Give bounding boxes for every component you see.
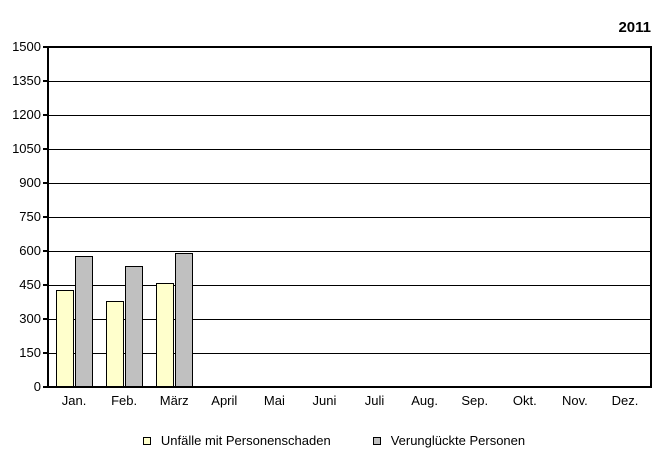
x-axis-label: Nov. (561, 393, 588, 408)
bar-accidents-1 (106, 300, 125, 387)
legend-swatch-accidents-icon (142, 437, 151, 445)
x-axis-label: Mai (263, 393, 285, 408)
y-axis-tick (43, 352, 49, 354)
y-axis-tick (43, 80, 49, 82)
y-axis-tick (43, 318, 49, 320)
gridline (49, 353, 650, 354)
y-axis-label: 450 (19, 277, 41, 292)
y-axis-tick (43, 114, 49, 116)
bar-accidents-2 (156, 282, 175, 387)
y-axis-tick (43, 148, 49, 150)
legend-label-accidents: Unfälle mit Personenschaden (160, 433, 331, 448)
plot-right-border (650, 47, 652, 387)
y-axis-label: 300 (19, 311, 41, 326)
gridline (49, 183, 650, 184)
bar-accidents-0 (56, 289, 74, 387)
y-axis-label: 1500 (12, 39, 41, 54)
y-axis-tick (43, 250, 49, 252)
x-axis-label: Jan. (61, 393, 87, 408)
y-axis-label: 900 (19, 175, 41, 190)
gridline (49, 149, 650, 150)
y-axis-label: 750 (19, 209, 41, 224)
y-axis-label: 0 (33, 379, 41, 394)
bar-persons-0 (75, 255, 93, 387)
y-axis-tick (43, 182, 49, 184)
y-axis-label: 1200 (12, 107, 41, 122)
gridline (49, 217, 650, 218)
y-axis-label: 150 (19, 345, 41, 360)
x-axis-label: März (159, 393, 189, 408)
x-axis-label: Aug. (411, 393, 438, 408)
x-axis-label: April (211, 393, 238, 408)
y-axis-tick (43, 46, 49, 48)
y-axis-tick (43, 284, 49, 286)
y-axis-tick (43, 386, 49, 388)
bar-persons-1 (125, 265, 144, 387)
y-axis-tick (43, 216, 49, 218)
gridline (49, 319, 650, 320)
y-axis-label: 600 (19, 243, 41, 258)
x-axis-label: Okt. (512, 393, 537, 408)
x-axis (47, 386, 652, 388)
year-label: 2011 (618, 19, 651, 36)
legend: Unfälle mit Personenschaden Verunglückte… (0, 432, 668, 450)
x-axis-label: Juni (312, 393, 337, 408)
legend-label-persons: Verunglückte Personen (390, 433, 526, 448)
legend-item-persons: Verunglückte Personen (372, 433, 526, 448)
y-axis-label: 1350 (12, 73, 41, 88)
legend-swatch-persons-icon (372, 437, 381, 445)
x-axis-label: Sep. (461, 393, 489, 408)
bar-persons-2 (175, 253, 194, 387)
gridline (49, 251, 650, 252)
plot-top-border (49, 46, 652, 48)
gridline (49, 285, 650, 286)
y-axis-label: 1050 (12, 141, 41, 156)
legend-item-accidents: Unfälle mit Personenschaden (142, 433, 331, 448)
x-axis-label: Juli (364, 393, 385, 408)
x-axis-label: Dez. (611, 393, 639, 408)
x-axis-label: Feb. (111, 393, 138, 408)
gridline (49, 81, 650, 82)
gridline (49, 115, 650, 116)
